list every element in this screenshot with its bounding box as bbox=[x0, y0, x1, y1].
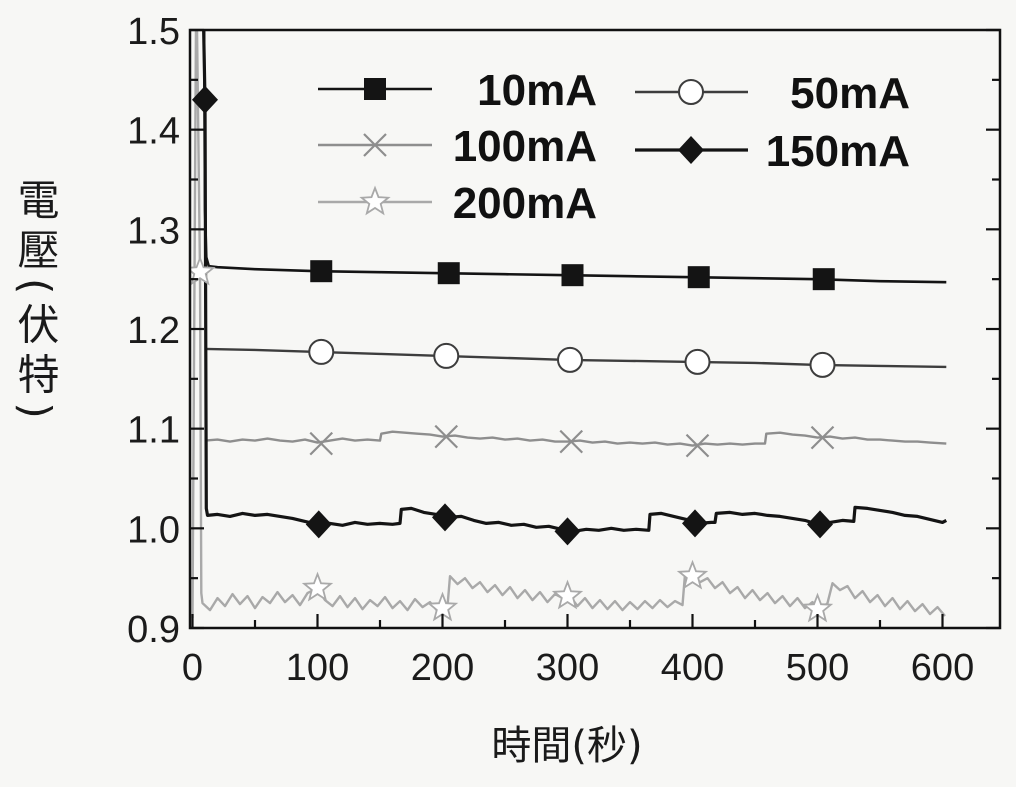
legend-item-10ma: 10mA bbox=[318, 66, 597, 115]
legend-marker bbox=[364, 78, 386, 100]
x-tick-label: 100 bbox=[286, 647, 349, 689]
legend-marker bbox=[359, 185, 391, 216]
data-point-150ma bbox=[807, 510, 833, 539]
legend-marker bbox=[678, 136, 704, 164]
data-point-50ma bbox=[433, 342, 460, 369]
data-point-100ma bbox=[810, 425, 835, 450]
data-point-100ma bbox=[309, 431, 334, 456]
data-point-200ma bbox=[190, 255, 216, 286]
data-point-100ma bbox=[685, 433, 710, 458]
data-point-50ma bbox=[809, 351, 836, 378]
y-tick-label: 0.9 bbox=[127, 609, 180, 651]
data-point-200ma bbox=[551, 579, 584, 610]
y-axis-label: 電壓(伏特) bbox=[11, 178, 60, 427]
legend-label: 50mA bbox=[790, 69, 910, 118]
data-point-150ma bbox=[554, 517, 581, 546]
legend-label: 100mA bbox=[453, 122, 597, 171]
x-tick-label: 400 bbox=[661, 647, 724, 689]
data-point-10ma bbox=[812, 268, 835, 291]
legend-label: 200mA bbox=[453, 179, 597, 228]
y-tick-label: 1.3 bbox=[127, 210, 180, 252]
legend-label: 150mA bbox=[766, 127, 910, 176]
y-tick-label: 1.1 bbox=[127, 410, 180, 452]
legend-label: 10mA bbox=[477, 66, 597, 115]
series-line-100ma bbox=[204, 430, 947, 447]
legend-item-50ma: 50mA bbox=[635, 69, 910, 118]
data-point-10ma bbox=[687, 266, 710, 289]
data-point-150ma bbox=[305, 510, 332, 539]
data-point-150ma bbox=[432, 503, 458, 532]
data-point-100ma bbox=[559, 429, 584, 454]
y-tick-label: 1.5 bbox=[127, 11, 180, 53]
data-point-50ma bbox=[557, 346, 583, 373]
x-tick-label: 0 bbox=[182, 647, 203, 689]
data-point-50ma bbox=[684, 348, 711, 375]
data-point-10ma bbox=[437, 262, 460, 285]
x-tick-label: 200 bbox=[411, 647, 474, 689]
data-point-100ma bbox=[434, 424, 459, 449]
data-point-50ma bbox=[308, 338, 335, 365]
data-point-10ma bbox=[561, 264, 584, 287]
data-point-150ma bbox=[192, 85, 218, 114]
plot-frame bbox=[188, 28, 1002, 630]
data-point-10ma bbox=[310, 260, 333, 283]
x-axis-label: 時間(秒) bbox=[491, 723, 643, 769]
y-tick-label: 1.4 bbox=[127, 111, 180, 153]
data-point-150ma bbox=[682, 509, 708, 538]
y-tick-label: 1.2 bbox=[127, 310, 180, 352]
data-point-200ma bbox=[301, 571, 334, 602]
x-tick-label: 600 bbox=[911, 647, 974, 689]
x-tick-label: 300 bbox=[536, 647, 599, 689]
y-tick-label: 1.0 bbox=[127, 509, 180, 551]
legend-marker bbox=[363, 133, 387, 157]
legend-item-200ma: 200mA bbox=[318, 179, 597, 228]
data-point-200ma bbox=[676, 559, 709, 590]
legend-marker bbox=[678, 79, 704, 105]
legend-item-100ma: 100mA bbox=[318, 122, 597, 171]
legend: 10mA 50mA 100mA 150mA 200mA bbox=[318, 66, 910, 228]
legend-item-150ma: 150mA bbox=[635, 127, 910, 176]
x-tick-label: 500 bbox=[786, 647, 849, 689]
